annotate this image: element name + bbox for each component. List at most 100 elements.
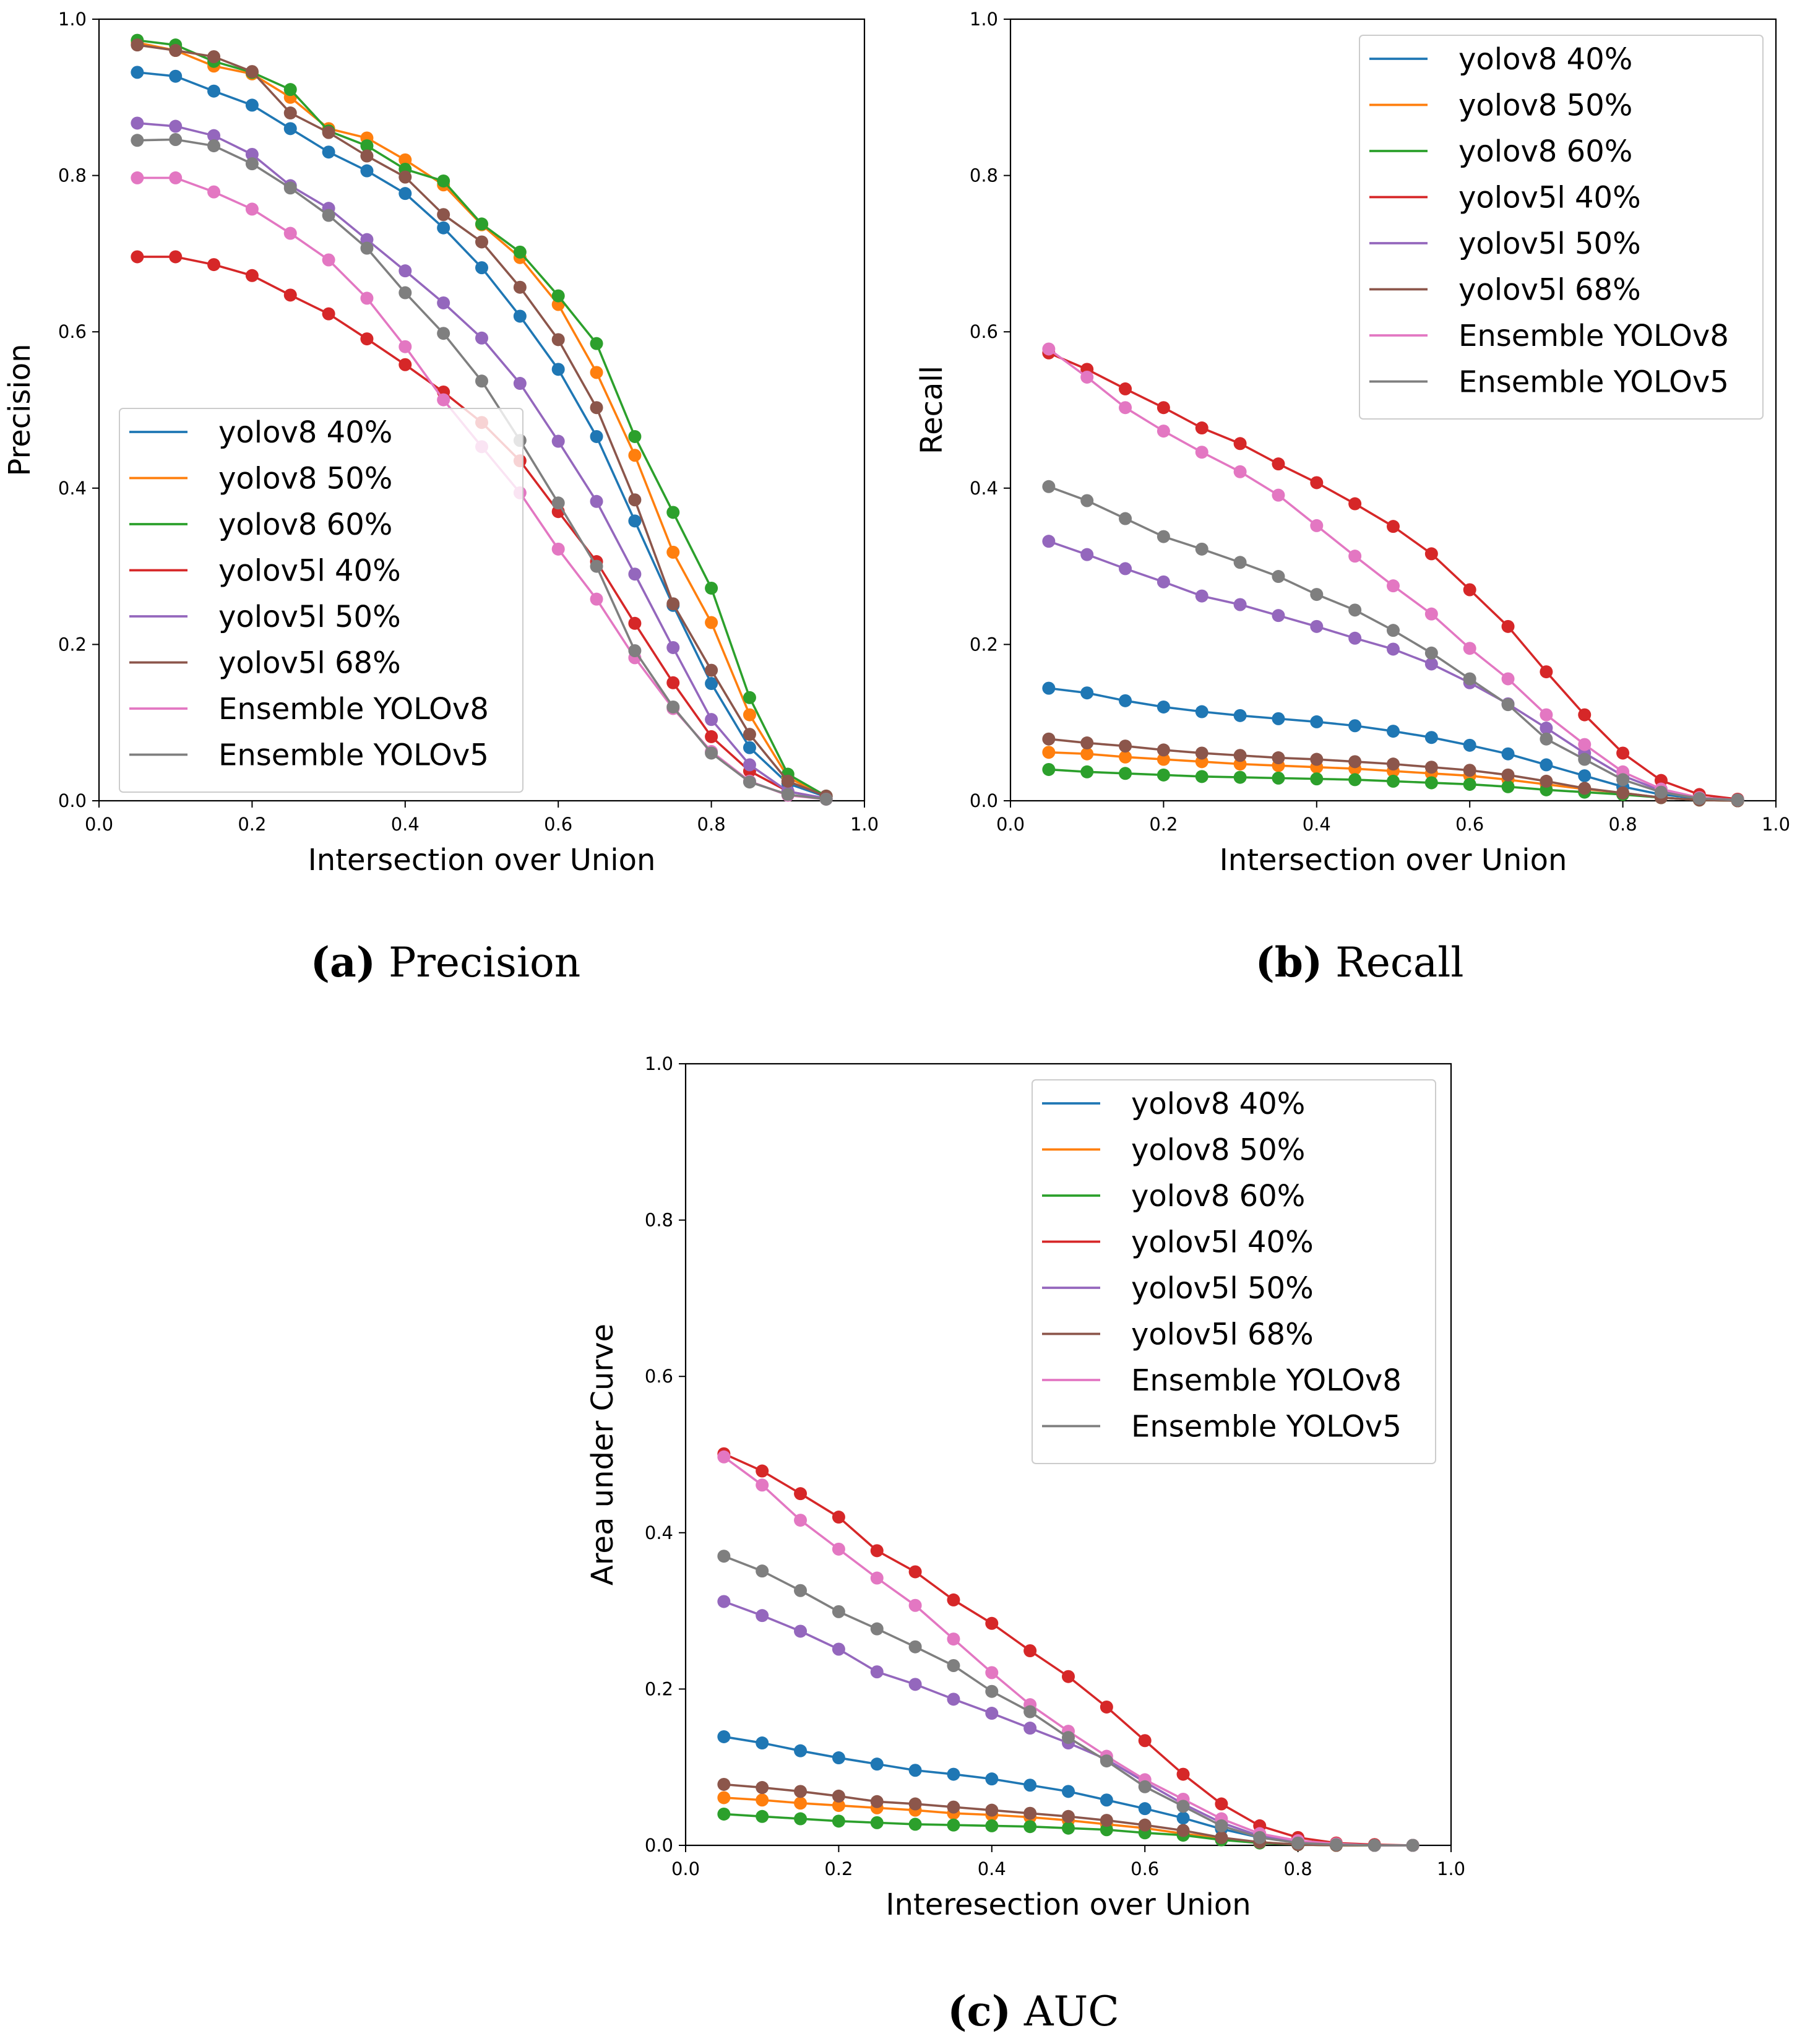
- data-point-yolov8-60: [794, 1812, 808, 1826]
- data-point-ensemble-yolov8: [1272, 488, 1285, 502]
- data-point-yolov8-50: [628, 449, 642, 462]
- axes-frame: [1009, 18, 1777, 802]
- y-tick-label: 0.2: [645, 1678, 673, 1699]
- legend-label: yolov8 50%: [1458, 88, 1632, 123]
- data-point-ensemble-yolov5: [870, 1622, 884, 1636]
- data-point-yolov5l-68: [628, 493, 642, 507]
- series-line-ensemble-yolov5: [723, 1555, 1413, 1847]
- data-point-ensemble-yolov5: [1253, 1831, 1267, 1844]
- data-point-yolov8-60: [1119, 767, 1132, 780]
- data-point-yolov5l-50: [1387, 642, 1400, 656]
- legend-label: yolov8 60%: [1458, 134, 1632, 169]
- data-point-yolov8-40: [1176, 1811, 1190, 1825]
- legend-label: yolov5l 40%: [1131, 1225, 1314, 1260]
- data-point-yolov5l-68: [666, 597, 680, 611]
- data-point-yolov5l-68: [705, 663, 718, 677]
- data-point-ensemble-yolov5: [1291, 1836, 1305, 1850]
- data-point-yolov8-40: [437, 221, 450, 235]
- legend-box: [119, 408, 523, 793]
- data-point-ensemble-yolov5: [1731, 793, 1744, 807]
- y-tick-label: 0.6: [645, 1366, 673, 1387]
- data-point-ensemble-yolov5: [1540, 732, 1553, 746]
- data-point-yolov5l-50: [1424, 657, 1438, 671]
- data-point-yolov5l-68: [947, 1800, 960, 1814]
- data-point-yolov5l-40: [131, 250, 144, 264]
- data-point-yolov5l-68: [870, 1795, 884, 1808]
- data-point-ensemble-yolov8: [985, 1666, 999, 1680]
- data-point-ensemble-yolov5: [1387, 624, 1400, 637]
- x-tick-label: 0.6: [1131, 1858, 1159, 1879]
- data-point-ensemble-yolov5: [1157, 530, 1170, 543]
- data-point-ensemble-yolov8: [1195, 446, 1208, 459]
- data-point-ensemble-yolov8: [1233, 465, 1247, 478]
- data-point-yolov8-40: [794, 1744, 808, 1757]
- data-point-yolov5l-40: [832, 1511, 845, 1524]
- data-point-ensemble-yolov5: [590, 559, 603, 573]
- data-point-ensemble-yolov5: [1329, 1838, 1343, 1852]
- data-point-yolov8-60: [666, 506, 680, 519]
- data-point-yolov5l-50: [947, 1693, 960, 1706]
- data-point-yolov8-40: [322, 145, 335, 159]
- data-point-yolov5l-68: [1023, 1806, 1037, 1820]
- data-point-yolov8-40: [1540, 758, 1553, 772]
- data-point-yolov5l-40: [705, 730, 718, 743]
- caption-letter: (b): [1256, 938, 1323, 986]
- data-point-yolov5l-68: [781, 774, 795, 788]
- data-point-yolov8-60: [513, 245, 527, 259]
- data-point-yolov5l-50: [207, 129, 221, 142]
- data-point-yolov5l-50: [985, 1707, 999, 1720]
- data-point-yolov8-40: [1387, 725, 1400, 738]
- subfigure-caption: (c) AUC: [947, 1987, 1119, 2035]
- data-point-ensemble-yolov5: [1348, 603, 1362, 617]
- data-point-ensemble-yolov5: [1654, 785, 1668, 799]
- data-point-yolov5l-50: [705, 713, 718, 727]
- data-point-ensemble-yolov8: [1119, 401, 1132, 415]
- data-point-yolov8-60: [1501, 780, 1515, 793]
- data-point-yolov8-40: [908, 1764, 922, 1777]
- data-point-yolov5l-40: [245, 269, 259, 282]
- data-point-yolov5l-68: [169, 44, 183, 58]
- data-point-yolov8-50: [666, 545, 680, 559]
- data-point-yolov5l-40: [207, 258, 221, 272]
- data-point-yolov8-40: [832, 1751, 845, 1765]
- data-point-ensemble-yolov5: [1138, 1780, 1152, 1793]
- data-point-yolov5l-40: [947, 1593, 960, 1606]
- data-point-ensemble-yolov8: [1042, 342, 1056, 356]
- data-point-ensemble-yolov5: [551, 496, 565, 510]
- data-point-yolov5l-40: [1501, 619, 1515, 633]
- data-point-yolov5l-40: [1310, 476, 1324, 489]
- data-point-ensemble-yolov5: [705, 746, 718, 760]
- data-point-yolov8-40: [245, 98, 259, 112]
- data-point-yolov8-60: [908, 1818, 922, 1831]
- y-tick-label: 0.6: [970, 321, 998, 342]
- data-point-ensemble-yolov8: [437, 393, 450, 407]
- data-point-ensemble-yolov8: [756, 1478, 769, 1492]
- legend-label: yolov5l 50%: [218, 600, 401, 634]
- y-tick-label: 0.0: [970, 790, 998, 811]
- data-point-yolov5l-50: [1157, 575, 1170, 589]
- y-tick-label: 0.2: [970, 634, 998, 655]
- data-point-yolov8-40: [360, 164, 374, 178]
- data-point-yolov5l-40: [666, 676, 680, 689]
- data-point-yolov8-50: [590, 366, 603, 379]
- data-point-yolov8-60: [360, 139, 374, 153]
- data-point-yolov5l-68: [398, 170, 412, 184]
- data-point-yolov5l-40: [1176, 1767, 1190, 1781]
- data-point-yolov8-40: [1157, 700, 1170, 714]
- chart-auc: 0.0 0.2 0.4 0.6 0.8 1.0 0.0 0.2 0.4 0.6 0.8 1.0 Inte…: [585, 1053, 1465, 2035]
- data-point-ensemble-yolov5: [1616, 773, 1630, 787]
- data-point-ensemble-yolov5: [1424, 646, 1438, 660]
- data-point-ensemble-yolov8: [283, 226, 297, 240]
- data-point-ensemble-yolov5: [1062, 1731, 1075, 1744]
- data-point-yolov5l-50: [794, 1624, 808, 1638]
- data-point-yolov5l-50: [832, 1642, 845, 1656]
- data-point-yolov5l-50: [551, 434, 565, 448]
- data-point-ensemble-yolov8: [1310, 519, 1324, 532]
- data-point-ensemble-yolov5: [1463, 672, 1476, 686]
- data-point-yolov5l-50: [1119, 562, 1132, 576]
- data-point-ensemble-yolov8: [1501, 672, 1515, 686]
- legend-label: Ensemble YOLOv5: [1458, 365, 1729, 400]
- data-point-yolov5l-50: [1272, 609, 1285, 623]
- data-point-yolov8-60: [590, 337, 603, 350]
- data-point-yolov8-60: [1348, 773, 1362, 787]
